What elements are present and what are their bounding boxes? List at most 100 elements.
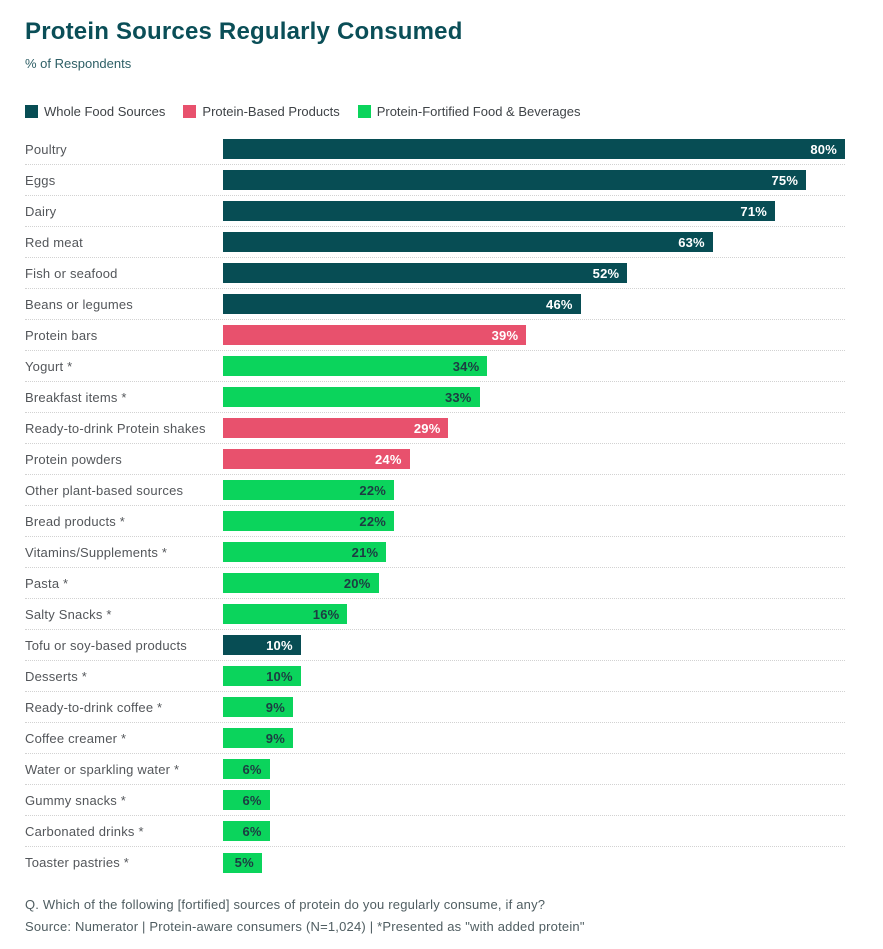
- legend-swatch-icon: [183, 105, 197, 118]
- bar-value-label: 10%: [266, 668, 293, 684]
- chart-row: Carbonated drinks * 6%: [25, 816, 845, 847]
- chart-row: Bread products * 22%: [25, 506, 845, 537]
- bar-value-label: 33%: [444, 389, 472, 405]
- bar-value-label: 21%: [351, 544, 379, 560]
- bar-track: 6%: [223, 821, 845, 841]
- bar-track: 24%: [223, 449, 845, 469]
- footer-question: Q. Which of the following [fortified] so…: [25, 897, 546, 912]
- bar-fill: 33%: [223, 387, 480, 407]
- bar-value-label: 6%: [242, 792, 262, 808]
- bar-value-label: 80%: [810, 141, 837, 157]
- bar-value-label: 16%: [312, 606, 340, 622]
- row-label: Gummy snacks *: [25, 792, 127, 808]
- bar-value-label: 22%: [359, 513, 387, 529]
- row-label: Breakfast items *: [25, 389, 127, 405]
- bar-track: 5%: [223, 852, 845, 873]
- bar-track: 21%: [223, 542, 845, 562]
- bar-track: 33%: [223, 387, 845, 407]
- bar-value-label: 75%: [771, 172, 799, 188]
- bar-fill: 22%: [223, 511, 395, 531]
- row-label: Desserts *: [25, 668, 87, 684]
- bar-value-label: 6%: [242, 761, 262, 777]
- chart-row: Water or sparkling water * 6%: [25, 754, 845, 785]
- chart-row: Eggs 75%: [25, 165, 845, 196]
- chart-row: Poultry 80%: [25, 134, 845, 165]
- bar-track: 16%: [223, 604, 845, 624]
- bar-track: 22%: [223, 511, 845, 531]
- bar-fill: 63%: [223, 232, 713, 252]
- chart-row: Red meat 63%: [25, 227, 845, 258]
- bar-track: 52%: [223, 263, 845, 283]
- row-label: Coffee creamer *: [25, 730, 127, 746]
- chart-row: Salty Snacks * 16%: [25, 599, 845, 630]
- chart-row: Yogurt * 34%: [25, 351, 845, 382]
- chart-row: Ready-to-drink coffee * 9%: [25, 692, 845, 723]
- bar-value-label: 46%: [546, 296, 573, 312]
- bar-track: 10%: [223, 666, 845, 686]
- bar-fill: 71%: [223, 201, 776, 221]
- bar-fill: 75%: [223, 170, 807, 190]
- bar-fill: 21%: [223, 542, 387, 562]
- bar-fill: 9%: [223, 728, 293, 748]
- bar-value-label: 52%: [592, 265, 620, 281]
- chart-row: Tofu or soy-based products 10%: [25, 630, 845, 661]
- bar-fill: 16%: [223, 604, 348, 624]
- bar-fill: 6%: [223, 759, 270, 779]
- row-label: Fish or seafood: [25, 265, 118, 281]
- bar-fill: 10%: [223, 635, 301, 655]
- chart-row: Gummy snacks * 6%: [25, 785, 845, 816]
- bar-fill: 6%: [223, 790, 270, 810]
- row-label: Beans or legumes: [25, 296, 133, 312]
- bar-fill: 29%: [223, 418, 449, 438]
- bar-value-label: 63%: [678, 234, 705, 250]
- bar-value-label: 9%: [265, 699, 285, 715]
- row-label: Ready-to-drink coffee *: [25, 699, 163, 715]
- bar-value-label: 9%: [265, 730, 285, 746]
- bar-track: 9%: [223, 697, 845, 717]
- legend: Whole Food Sources Protein-Based Products…: [25, 104, 845, 119]
- legend-swatch-icon: [357, 105, 371, 118]
- row-label: Eggs: [25, 172, 56, 188]
- bar-track: 6%: [223, 759, 845, 779]
- bar-fill: 10%: [223, 666, 301, 686]
- bar-value-label: 39%: [491, 327, 519, 343]
- bar-track: 75%: [223, 170, 845, 190]
- legend-item-based: Protein-Based Products: [183, 104, 340, 119]
- row-label: Yogurt *: [25, 358, 73, 374]
- bar-track: 34%: [223, 356, 845, 376]
- row-label: Red meat: [25, 234, 83, 250]
- bar-chart: Poultry 80% Eggs 75% Dairy 71% Red meat 63% Fish…: [25, 134, 845, 878]
- chart-row: Coffee creamer * 9%: [25, 723, 845, 754]
- bar-track: 10%: [223, 635, 845, 655]
- bar-fill: 20%: [223, 573, 379, 593]
- chart-row: Toaster pastries * 5%: [25, 847, 845, 878]
- page-subtitle: % of Respondents: [25, 56, 132, 71]
- legend-item-fortified: Protein-Fortified Food & Beverages: [357, 104, 580, 119]
- bar-track: 63%: [223, 232, 845, 252]
- chart-row: Other plant-based sources 22%: [25, 475, 845, 506]
- bar-track: 20%: [223, 573, 845, 593]
- bar-fill: 46%: [223, 294, 581, 314]
- bar-fill: 39%: [223, 325, 527, 345]
- row-label: Other plant-based sources: [25, 482, 184, 498]
- bar-value-label: 10%: [266, 637, 293, 653]
- row-label: Vitamins/Supplements *: [25, 544, 168, 560]
- bar-track: 9%: [223, 728, 845, 748]
- row-label: Water or sparkling water *: [25, 761, 180, 777]
- chart-row: Protein powders 24%: [25, 444, 845, 475]
- bar-track: 46%: [223, 294, 845, 314]
- chart-row: Fish or seafood 52%: [25, 258, 845, 289]
- row-label: Dairy: [25, 203, 57, 219]
- legend-label: Whole Food Sources: [44, 104, 166, 119]
- footer-source: Source: Numerator | Protein-aware consum…: [25, 919, 585, 934]
- bar-track: 71%: [223, 201, 845, 221]
- bar-fill: 6%: [223, 821, 270, 841]
- row-label: Protein bars: [25, 327, 98, 343]
- bar-track: 80%: [223, 139, 845, 159]
- bar-value-label: 22%: [359, 482, 387, 498]
- page-title: Protein Sources Regularly Consumed: [25, 18, 463, 45]
- legend-label: Protein-Based Products: [202, 104, 340, 119]
- bar-track: 29%: [223, 418, 845, 438]
- bar-track: 39%: [223, 325, 845, 345]
